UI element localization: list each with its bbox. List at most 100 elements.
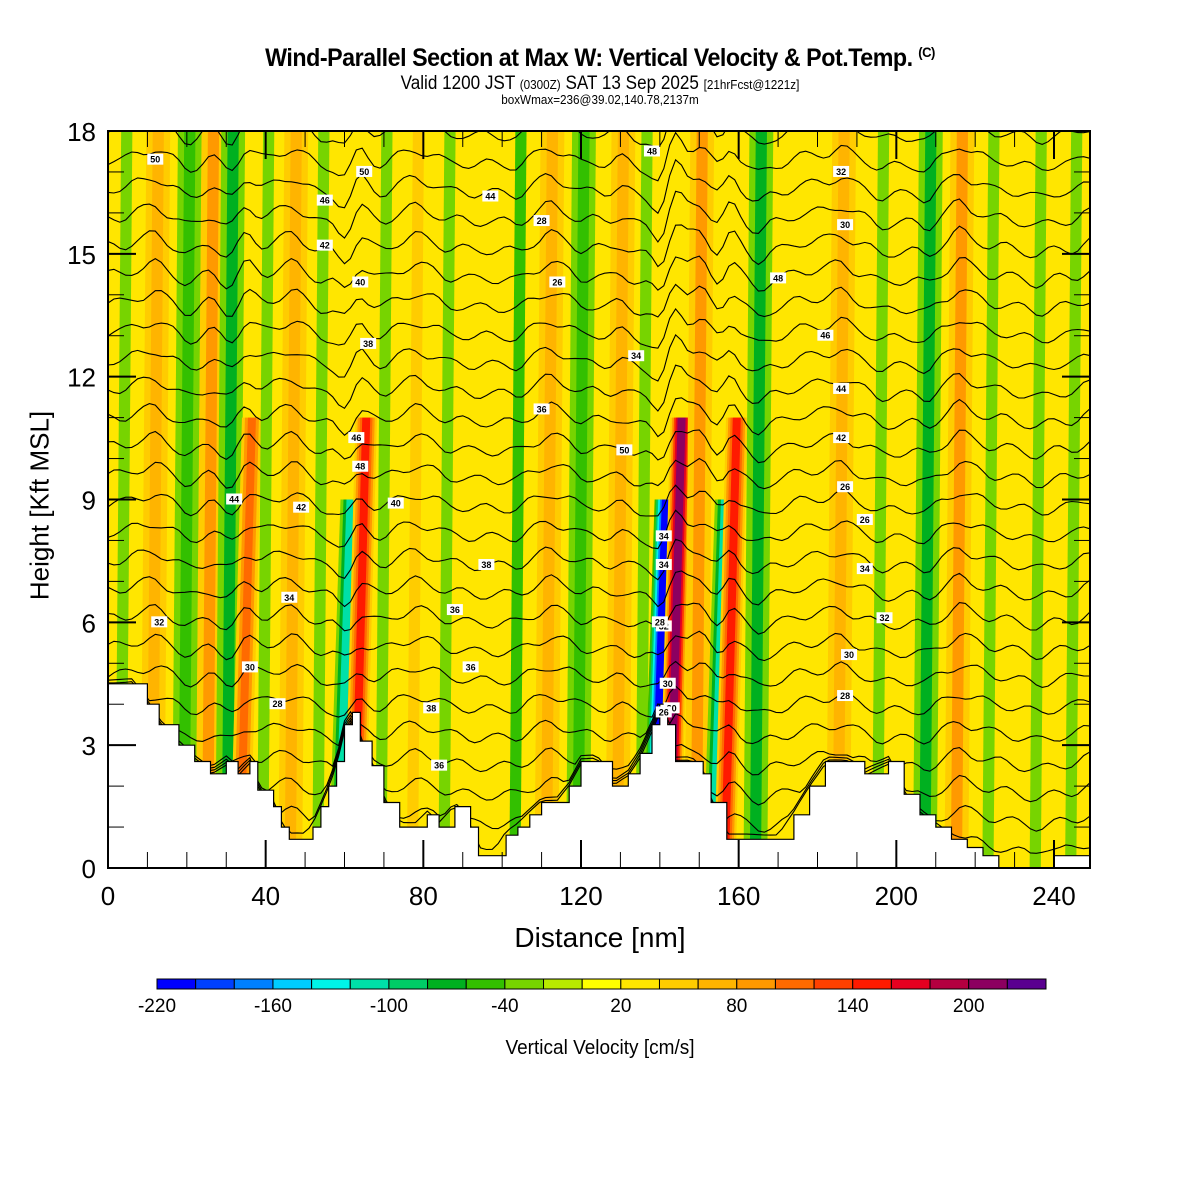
svg-text:40: 40	[355, 277, 365, 287]
velocity-band	[1029, 131, 1047, 868]
svg-text:28: 28	[655, 617, 665, 627]
contour-label: 26	[837, 481, 854, 493]
contour-label: 30	[659, 677, 676, 689]
colorbar-tick-label: 80	[726, 996, 747, 1017]
theta-contour	[108, 255, 1090, 292]
svg-text:44: 44	[229, 495, 239, 505]
copyright-mark: (C)	[918, 44, 935, 60]
contour-label: 26	[856, 513, 873, 525]
contour-label: 38	[423, 702, 440, 714]
contour-label: 46	[348, 432, 365, 444]
chart-subtitle: Valid 1200 JST (0300Z) SAT 13 Sep 2025 […	[60, 73, 1140, 95]
y-tick-label: 6	[82, 608, 96, 638]
theta-contour	[108, 131, 1090, 150]
colorbar-bin	[697, 978, 738, 990]
colorbar-tick-label: -160	[254, 996, 292, 1017]
theta-contour	[108, 484, 1090, 517]
x-tick-label: 40	[251, 881, 280, 911]
velocity-band	[201, 131, 220, 868]
svg-text:34: 34	[659, 531, 669, 541]
terrain-profile	[108, 683, 1090, 868]
contour-label: 50	[147, 153, 164, 165]
velocity-band	[635, 131, 653, 868]
terrain	[108, 683, 1090, 868]
colorbar-bin	[388, 978, 429, 990]
contour-label: 32	[833, 165, 850, 177]
colorbar: -220 -160 -100 -40 20 80 140 200	[138, 978, 1047, 1017]
theta-contour	[108, 630, 1090, 662]
contour-label: 28	[837, 690, 854, 702]
svg-text:32: 32	[836, 167, 846, 177]
svg-text:26: 26	[860, 515, 870, 525]
velocity-band	[950, 131, 968, 868]
theta-contour	[108, 602, 1090, 635]
svg-text:34: 34	[659, 560, 669, 570]
contour-label: 26	[655, 706, 672, 718]
colorbar-bin	[156, 978, 197, 990]
x-tick-label: 200	[875, 881, 918, 911]
colorbar-bin	[272, 978, 313, 990]
svg-text:42: 42	[296, 503, 306, 513]
theta-contour	[108, 397, 1090, 438]
y-tick-label: 3	[82, 731, 96, 761]
x-tick-label: 0	[101, 881, 115, 911]
velocity-band	[749, 131, 767, 868]
theta-contour	[108, 82, 1090, 120]
colorbar-tick-label: 20	[610, 996, 631, 1017]
contour-label: 32	[876, 612, 893, 624]
valid-utc: (0300Z)	[519, 77, 561, 92]
colorbar-bin	[813, 978, 854, 990]
velocity-band	[146, 131, 164, 868]
colorbar-bin	[504, 978, 545, 990]
colorbar-bin	[195, 978, 235, 990]
y-tick-label: 0	[82, 854, 96, 884]
theta-contour	[108, 509, 1090, 550]
svg-text:44: 44	[836, 384, 846, 394]
contour-label: 48	[643, 145, 660, 157]
velocity-band	[257, 131, 275, 868]
contour-label: 36	[462, 661, 479, 673]
contour-label: 50	[356, 165, 373, 177]
svg-text:30: 30	[245, 662, 255, 672]
contour-label: 46	[817, 329, 834, 341]
contour-label: 44	[833, 382, 850, 394]
theta-contour	[108, 158, 1090, 215]
svg-text:34: 34	[860, 564, 870, 574]
svg-text:30: 30	[663, 679, 673, 689]
contour-label: 32	[151, 616, 168, 628]
velocity-band	[982, 131, 1000, 868]
velocity-band	[375, 131, 393, 868]
contour-label: 34	[281, 591, 298, 603]
theta-contour	[108, 678, 1090, 718]
x-tick-label: 120	[559, 881, 602, 911]
colorbar-tick-label: -100	[370, 996, 408, 1017]
theta-contour	[108, 660, 1090, 688]
velocity-band	[540, 131, 559, 868]
theta-contour	[108, 283, 1090, 318]
colorbar-bin	[1006, 978, 1047, 990]
colorbar-tick-label: 200	[953, 996, 985, 1017]
forecast-info: [21hrFcst@1221z]	[703, 77, 800, 92]
svg-text:26: 26	[552, 277, 562, 287]
contour-label: 34	[655, 559, 672, 571]
velocity-band	[789, 131, 807, 868]
theta-contour	[108, 333, 1090, 382]
velocity-band	[832, 131, 850, 868]
contour-label: 36	[446, 604, 463, 616]
svg-text:38: 38	[363, 339, 373, 349]
contour-label: 40	[352, 276, 369, 288]
svg-text:30: 30	[840, 220, 850, 230]
velocity-band	[871, 131, 890, 868]
colorbar-bin	[774, 978, 815, 990]
vertical-velocity-field	[108, 131, 1090, 868]
contour-label: 44	[482, 190, 499, 202]
svg-text:48: 48	[355, 462, 365, 472]
y-tick-label: 12	[67, 363, 96, 393]
theta-contour	[108, 570, 1090, 608]
theta-contour	[108, 307, 1090, 349]
colorbar-bin	[968, 978, 1008, 990]
title-text: Wind-Parallel Section at Max W: Vertical…	[265, 44, 913, 72]
box-info: boxWmax=236@39.02,140.78,2137m	[501, 92, 699, 107]
contour-label: 38	[360, 337, 377, 349]
